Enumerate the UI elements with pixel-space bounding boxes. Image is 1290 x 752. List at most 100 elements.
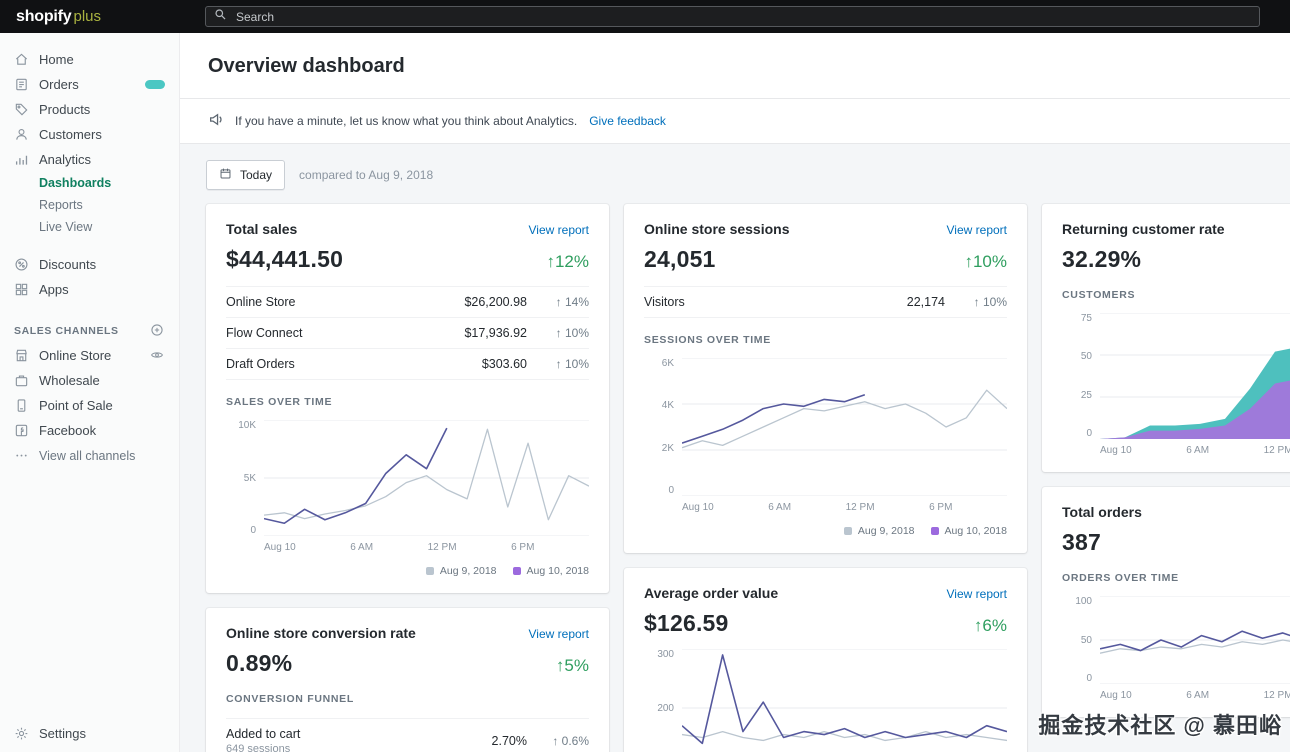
gear-icon [14,726,29,741]
metric-label: Online Store [226,295,296,309]
sidebar-item-orders[interactable]: Orders [0,72,179,97]
card-title: Total sales [226,221,298,237]
sidebar-item-online-store[interactable]: Online Store [0,343,179,368]
chart-plot [682,358,1007,496]
sidebar-item-analytics[interactable]: Analytics [0,147,179,172]
legend-item: Aug 10, 2018 [512,565,589,577]
legend-label: Aug 9, 2018 [439,565,497,577]
sessions-value: 24,051 [644,246,716,272]
legend-swatch [425,567,434,575]
metric-delta: ↑ 10% [555,326,589,340]
average-order-value-card: Average order value View report $126.59 … [624,568,1027,752]
metric-row: Online Store $26,200.98 ↑ 14% [226,287,589,318]
watermark-text: 掘金技术社区 @ 慕田峪 [1038,713,1282,738]
compared-to-text: compared to Aug 9, 2018 [299,168,434,182]
plus-circle-icon[interactable] [150,323,165,338]
returning-customer-rate-card: Returning customer rate 32.29% CUSTOMERS… [1042,204,1290,472]
metric-delta: ↑ 14% [555,295,589,309]
sidebar-subitem-live-view[interactable]: Live View [39,220,93,234]
card-title: Average order value [644,585,779,601]
sidebar-item-view-all-channels[interactable]: View all channels [0,443,179,468]
conversion-rate-value: 0.89% [226,650,293,676]
sidebar-item-apps[interactable]: Apps [0,277,179,302]
total-orders-value: 387 [1062,529,1101,555]
search-input[interactable] [234,8,1251,25]
home-icon [14,52,29,67]
search-icon [214,8,227,26]
chart-y-axis: 10K 5K 0 [238,420,256,536]
discounts-icon [14,257,29,272]
metric-row: Flow Connect $17,936.92 ↑ 10% [226,318,589,349]
metric-value: $303.60 [481,357,527,371]
sidebar-item-label: Customers [39,127,102,142]
store-icon [14,348,29,363]
sidebar-item-point-of-sale[interactable]: Point of Sale [0,393,179,418]
sessions-over-time-chart: 6K 4K 2K 0 Aug 10 6 AM 12 PM 6 PM [644,358,1007,513]
give-feedback-link[interactable]: Give feedback [589,114,666,128]
legend-label: Aug 10, 2018 [944,525,1007,537]
sessions-delta: ↑10% [964,252,1007,271]
metric-value: $26,200.98 [464,295,527,309]
sales-channels-label: SALES CHANNELS [14,324,119,337]
metric-label: Flow Connect [226,326,303,340]
metric-value: $17,936.92 [464,326,527,340]
shopify-plus-logo[interactable]: shopify plus [0,8,205,26]
card-title: Total orders [1062,504,1142,520]
chart-plot [264,420,589,536]
aov-value: $126.59 [644,610,729,636]
total-sales-value: $44,441.50 [226,246,344,272]
card-title: Online store conversion rate [226,625,416,641]
calendar-icon [219,167,232,183]
legend-swatch [843,527,852,535]
sidebar-item-label: Settings [39,726,86,741]
sidebar-item-facebook[interactable]: Facebook [0,418,179,443]
sidebar-item-label: Products [39,102,91,117]
pos-icon [14,398,29,413]
metric-row: Visitors 22,174 ↑ 10% [644,287,1007,318]
view-report-link[interactable]: View report [528,223,589,237]
metric-label: Visitors [644,295,685,309]
total-orders-card: Total orders 387 ORDERS OVER TIME 100 50 0… [1042,487,1290,717]
metric-value: 2.70% [491,734,527,748]
sidebar-item-wholesale[interactable]: Wholesale [0,368,179,393]
topbar: shopify plus [0,0,1290,33]
section-label: SALES OVER TIME [226,396,333,408]
sidebar-item-products[interactable]: Products [0,97,179,122]
sales-over-time-chart: 10K 5K 0 Aug 10 6 AM 12 PM 6 PM [226,420,589,553]
view-report-link[interactable]: View report [946,587,1007,601]
online-store-sessions-card: Online store sessions View report 24,051… [624,204,1027,553]
customers-icon [14,127,29,142]
sidebar-item-home[interactable]: Home [0,47,179,72]
date-filter-row: Today compared to Aug 9, 2018 [206,160,1290,190]
legend-item: Aug 9, 2018 [425,565,497,577]
global-search[interactable] [205,6,1260,27]
chart-plot [1100,596,1290,684]
date-range-label: Today [240,168,273,182]
sidebar-item-label: Analytics [39,152,92,167]
sidebar-item-customers[interactable]: Customers [0,122,179,147]
metric-sublabel: 649 sessions [226,743,291,752]
legend-label: Aug 9, 2018 [857,525,915,537]
sidebar-item-label: Apps [39,282,69,297]
sidebar-item-discounts[interactable]: Discounts [0,252,179,277]
eye-icon[interactable] [150,348,165,363]
sidebar-subitem-dashboards[interactable]: Dashboards [39,176,112,190]
chart-y-axis: 6K 4K 2K 0 [661,358,674,496]
legend-swatch [930,527,939,535]
sidebar-item-label: Point of Sale [39,398,113,413]
total-sales-card: Total sales View report $44,441.50 ↑12% … [206,204,609,593]
view-report-link[interactable]: View report [946,223,1007,237]
dashboard-content: Today compared to Aug 9, 2018 Total sale… [180,144,1290,752]
sidebar-subitem-reports[interactable]: Reports [39,198,83,212]
facebook-icon [14,423,29,438]
metric-row: Draft Orders $303.60 ↑ 10% [226,349,589,380]
date-range-button[interactable]: Today [206,160,286,190]
view-report-link[interactable]: View report [528,627,589,641]
sidebar-item-settings[interactable]: Settings [0,721,179,746]
sidebar-item-label: Discounts [39,257,97,272]
